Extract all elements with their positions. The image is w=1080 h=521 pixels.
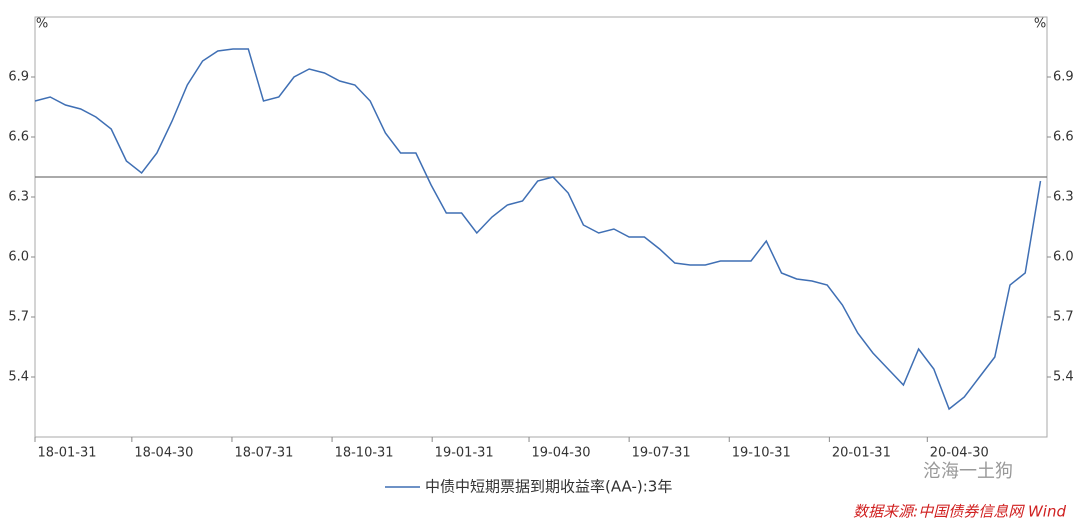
y2-tick-label: 6.0 [1053,250,1074,265]
y2-tick-label: 6.6 [1053,130,1074,145]
y2-tick-label: 5.4 [1053,370,1074,385]
x-tick-label: 20-01-31 [832,446,891,461]
source-note: 数据来源:中国债券信息网 Wind [853,503,1066,521]
y-tick-label: 6.0 [8,250,29,265]
y2-tick-label: 6.3 [1053,190,1074,205]
x-tick-label: 18-04-30 [134,446,193,461]
x-tick-label: 19-07-31 [632,446,691,461]
y-tick-label: 5.4 [8,370,29,385]
x-tick-label: 20-04-30 [930,446,989,461]
legend-label: 中债中短期票据到期收益率(AA-):3年 [425,478,672,496]
watermark: 沧海一土狗 [923,461,1013,482]
y-tick-label: 6.3 [8,190,29,205]
y2-tick-label: 6.9 [1053,70,1074,85]
y-tick-label: 5.7 [8,310,29,325]
x-tick-label: 18-01-31 [37,446,96,461]
y-axis-label: % [36,17,48,32]
x-tick-label: 19-04-30 [532,446,591,461]
x-tick-label: 19-01-31 [435,446,494,461]
x-tick-label: 18-07-31 [234,446,293,461]
x-tick-label: 19-10-31 [732,446,791,461]
y2-axis-label: % [1034,17,1046,32]
x-tick-label: 18-10-31 [335,446,394,461]
y2-tick-label: 5.7 [1053,310,1074,325]
y-tick-label: 6.6 [8,130,29,145]
y-tick-label: 6.9 [8,70,29,85]
series-line [34,48,1042,411]
plot-frame [34,16,1048,438]
